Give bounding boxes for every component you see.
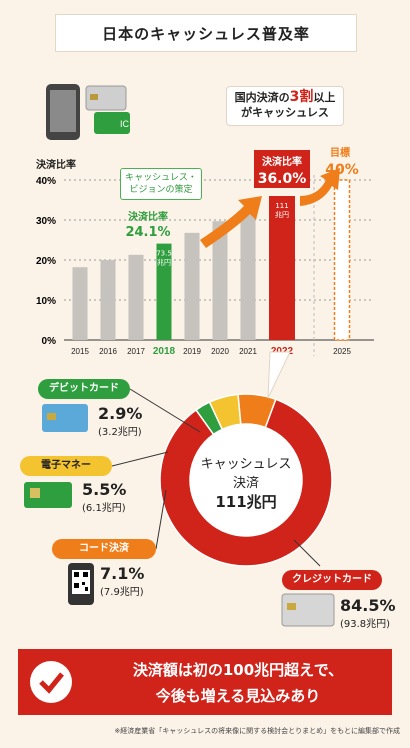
bar-inner-label: 73.5 [156,250,172,258]
donut-center-amount: 111兆円 [215,493,277,511]
x-tick-label: 2016 [99,347,117,356]
bar [240,210,256,340]
label-2018-title: 決済比率 [128,210,168,223]
bar-inner-unit: 兆円 [275,210,289,219]
leader-line [293,539,321,567]
bar [269,196,295,340]
donut-center-label: キャッシュレス 決済 111兆円 [196,455,296,513]
qr-code-icon [68,563,94,605]
x-tick-label: 2021 [239,347,257,356]
growth-arrow-icon [200,196,262,248]
callout-box: 国内決済の3割以上 がキャッシュレス [226,86,344,126]
bar-chart: 0%10%20%30%40%2015 2016 2017 201873.5兆円2019… [36,146,374,357]
donut-slice [159,398,333,567]
donut-chart [111,351,333,567]
pct-emoney-amount: (6.1兆円) [82,503,126,514]
debit-card-icon [42,404,88,432]
y-tick-label: 20% [36,256,56,267]
y-tick-label: 0% [42,336,57,347]
label-2018-value: 24.1% [125,225,170,240]
bar [128,254,144,340]
ic-card-icon: IC [94,112,130,134]
y-axis-label: 決済比率 [36,160,76,171]
vision-note-line1: キャッシュレス・ [125,173,197,183]
pct-code-value: 7.1% [100,564,145,583]
bar [333,179,351,341]
pct-credit: 84.5% (93.8兆円) [340,596,396,630]
pct-debit-value: 2.9% [98,404,143,423]
donut-hole [190,424,302,536]
x-tick-label: 2020 [211,347,229,356]
bar [100,260,116,340]
label-2022-box [254,150,310,188]
donut-center-line1: キャッシュレス [200,457,292,472]
tag-debit: デビットカード [38,379,130,399]
credit-card-icon [85,85,127,111]
pct-code-amount: (7.9兆円) [100,587,144,598]
leader-line [111,451,169,467]
smartphone-icon [46,84,80,140]
pct-credit-value: 84.5% [340,596,396,615]
e-money-card-icon [24,482,72,508]
x-tick-label: 2019 [183,347,201,356]
bar-inner-unit: 兆円 [157,258,171,267]
label-2025-title: 目標 [330,146,350,159]
callout-text-a: 国内決済の [234,91,290,104]
tag-code: コード決済 [52,539,156,559]
y-tick-label: 40% [36,176,56,187]
x-tick-label: 2017 [127,347,145,356]
pct-emoney-value: 5.5% [82,480,127,499]
x-tick-label: 2025 [333,347,351,356]
credit-card-large-icon [281,593,335,627]
bar [72,267,88,340]
page-title: 日本のキャッシュレス普及率 [55,14,357,52]
leader-line [155,489,167,550]
x-tick-label: 2018 [153,346,176,357]
pct-debit-amount: (3.2兆円) [98,427,142,438]
connector-pointer [267,351,291,399]
target-arrow-icon [300,168,340,206]
callout-text-c: 以上 [313,91,336,104]
y-tick-label: 30% [36,216,56,227]
bar-inner-label: 111 [275,202,288,210]
label-2022-title: 決済比率 [262,155,302,168]
x-tick-label: 2015 [71,347,89,356]
tag-emoney: 電子マネー [20,456,112,476]
bar [156,243,172,340]
y-tick-label: 10% [36,296,56,307]
pct-debit: 2.9% (3.2兆円) [98,404,142,438]
banner-line2: 今後も増える見込みあり [155,687,321,705]
pct-emoney: 5.5% (6.1兆円) [82,480,126,514]
leader-line [129,388,201,433]
bar [212,221,228,340]
vision-note: キャッシュレス・ ビジョンの策定 [120,168,202,200]
pct-credit-amount: (93.8兆円) [340,619,391,630]
callout-text-2: がキャッシュレス [241,106,329,119]
banner-line1: 決済額は初の100兆円超えで、 [132,661,344,679]
svg-text:IC: IC [120,119,130,129]
callout-highlight: 3割 [289,89,314,105]
tag-credit: クレジットカード [282,570,382,590]
title-text: 日本のキャッシュレス普及率 [102,24,310,43]
pct-code: 7.1% (7.9兆円) [100,564,144,598]
bar [184,232,200,340]
vision-note-line2: ビジョンの策定 [129,185,193,195]
conclusion-banner: 決済額は初の100兆円超えで、 今後も増える見込みあり [18,649,392,715]
donut-center-line2: 決済 [232,476,259,491]
checkmark-icon [30,661,72,703]
label-2022-value: 36.0% [258,171,307,187]
footnote: ※経済産業省「キャッシュレスの将来像に関する検討会とりまとめ」をもとに編集部で作… [114,727,400,735]
